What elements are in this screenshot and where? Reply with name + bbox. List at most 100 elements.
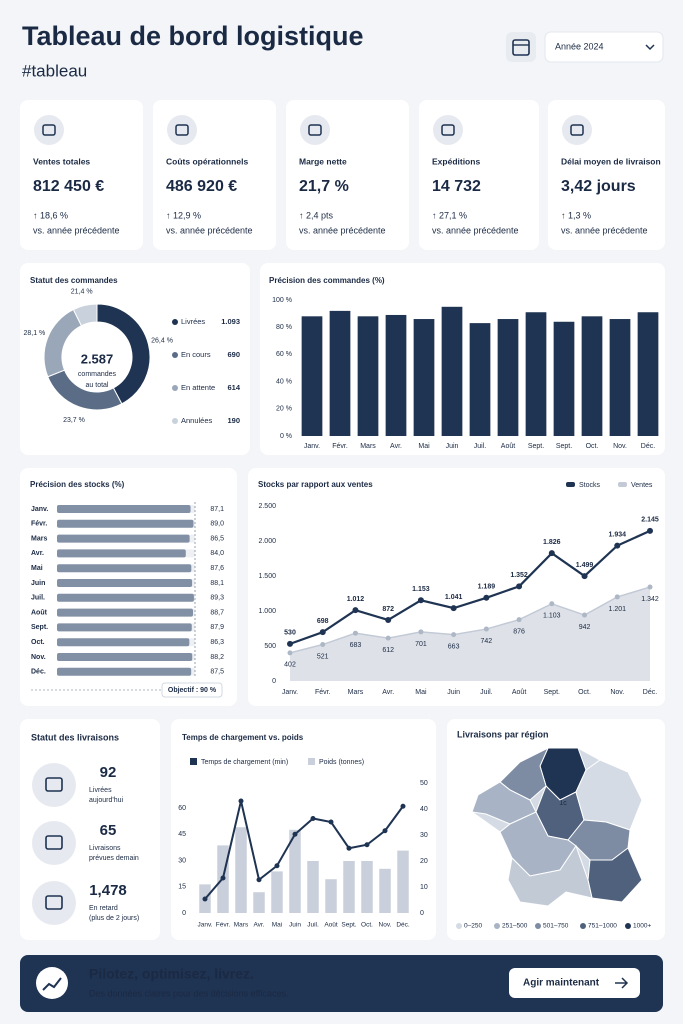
line [289,529,651,645]
x-tick-label: Sept. [341,922,356,929]
point [364,842,370,848]
y-tick-label: Juil. [31,595,45,602]
kpi-value: 486 920 € [166,178,237,195]
data-label: 1.041 [445,594,463,601]
kpi-comparison: vs. année précédente [299,225,386,235]
delivery-icon-glyph [45,895,63,910]
year-select-label: Année 2024 [555,41,604,51]
x-tick-label: Mars [360,443,376,450]
x-tick-label: Juin [289,922,301,929]
calendar-button[interactable] [506,32,536,62]
point [400,803,406,809]
page-subtitle: #tableau [22,61,87,80]
point [516,617,522,623]
chart-title: Statut des commandes [30,276,118,285]
year-select[interactable] [544,31,664,63]
legend-label: Stocks [579,482,601,489]
x-tick-label: Oct. [578,689,591,696]
kpi-icon [167,115,197,145]
bar [357,316,379,436]
y-tick-label: 1.500 [258,573,276,580]
point [385,635,391,641]
bar [343,861,355,913]
kpi-icon [562,115,592,145]
legend-swatch [190,758,197,765]
y2-tick-label: 20 [420,858,428,865]
y-tick-label: Avr. [31,550,44,557]
data-label: 1.342 [641,596,659,603]
point [328,819,334,825]
y-tick-label: 40 % [276,378,292,385]
x-tick-label: Oct. [361,922,373,929]
y-tick-label: Août [31,609,48,616]
bar [609,319,631,436]
data-label: 89,3 [210,595,224,602]
y2-tick-label: 10 [420,884,428,891]
legend-label: 0–250 [464,923,482,930]
data-label: 872 [382,606,394,613]
data-label: 2.145 [641,517,659,524]
percent-label: 21,4 % [71,289,93,296]
kpi-change: ↑ 2,4 pts [299,210,334,220]
delivery-icon-glyph [45,777,63,792]
point [483,626,489,632]
y-tick-label: 60 [178,805,186,812]
kpi-label: Coûts opérationnels [166,156,248,166]
y-tick-label: Mai [31,565,43,572]
banner-subtitle: Des données claires pour des décisions e… [89,988,288,998]
bar [307,861,319,913]
bar [497,319,519,436]
bar [581,316,603,436]
bar [329,310,351,436]
delivery-icon [32,763,76,807]
y-tick-label: Juin [31,580,45,587]
y2-tick-label: 40 [420,806,428,813]
x-tick-label: Janv. [282,689,298,696]
bar [57,505,191,513]
bar [57,623,192,632]
bar [57,579,193,587]
kpi-value: 3,42 jours [561,178,636,195]
percent-label: 28,1 % [23,330,45,337]
kpi-label: Expéditions [432,156,480,166]
x-tick-label: Mai [272,922,282,929]
point [238,798,244,804]
legend-swatch [172,319,178,325]
y2-tick-label: 30 [420,832,428,839]
legend-label: Temps de chargement (min) [201,759,288,766]
data-label: 87,1 [210,506,224,513]
point [614,594,620,600]
region [507,844,593,907]
delivery-label: Livrées [89,787,112,794]
map-annotation: 1c [559,800,567,807]
legend-swatch [566,482,575,487]
calendar-icon [512,39,530,56]
kpi-icon [433,115,463,145]
legend-label: 751–1000 [588,923,617,930]
y-tick-label: 15 [178,884,186,891]
x-tick-label: Déc. [396,922,410,929]
point [418,629,424,635]
kpi-icon-glyph [441,124,455,136]
point [220,875,226,881]
point [319,629,326,636]
kpi-comparison: vs. année précédente [166,225,253,235]
cta-button[interactable] [509,968,640,998]
bar [57,519,194,528]
card-title: Livraisons par région [457,729,549,739]
x-tick-label: Déc. [641,443,655,450]
bar [637,312,659,436]
y-tick-label: 2.000 [258,538,276,545]
data-label: 701 [415,641,427,648]
x-tick-label: Juin [447,689,460,696]
legend-swatch [172,385,178,391]
legend-value: 690 [227,350,240,359]
x-tick-label: Janv. [197,922,212,929]
kpi-value: 21,7 % [299,178,349,195]
data-label: 942 [579,624,591,631]
point [352,607,359,614]
point [256,877,262,883]
legend-label: 1000+ [633,923,651,930]
data-label: 86,3 [210,639,224,646]
point [352,630,358,636]
